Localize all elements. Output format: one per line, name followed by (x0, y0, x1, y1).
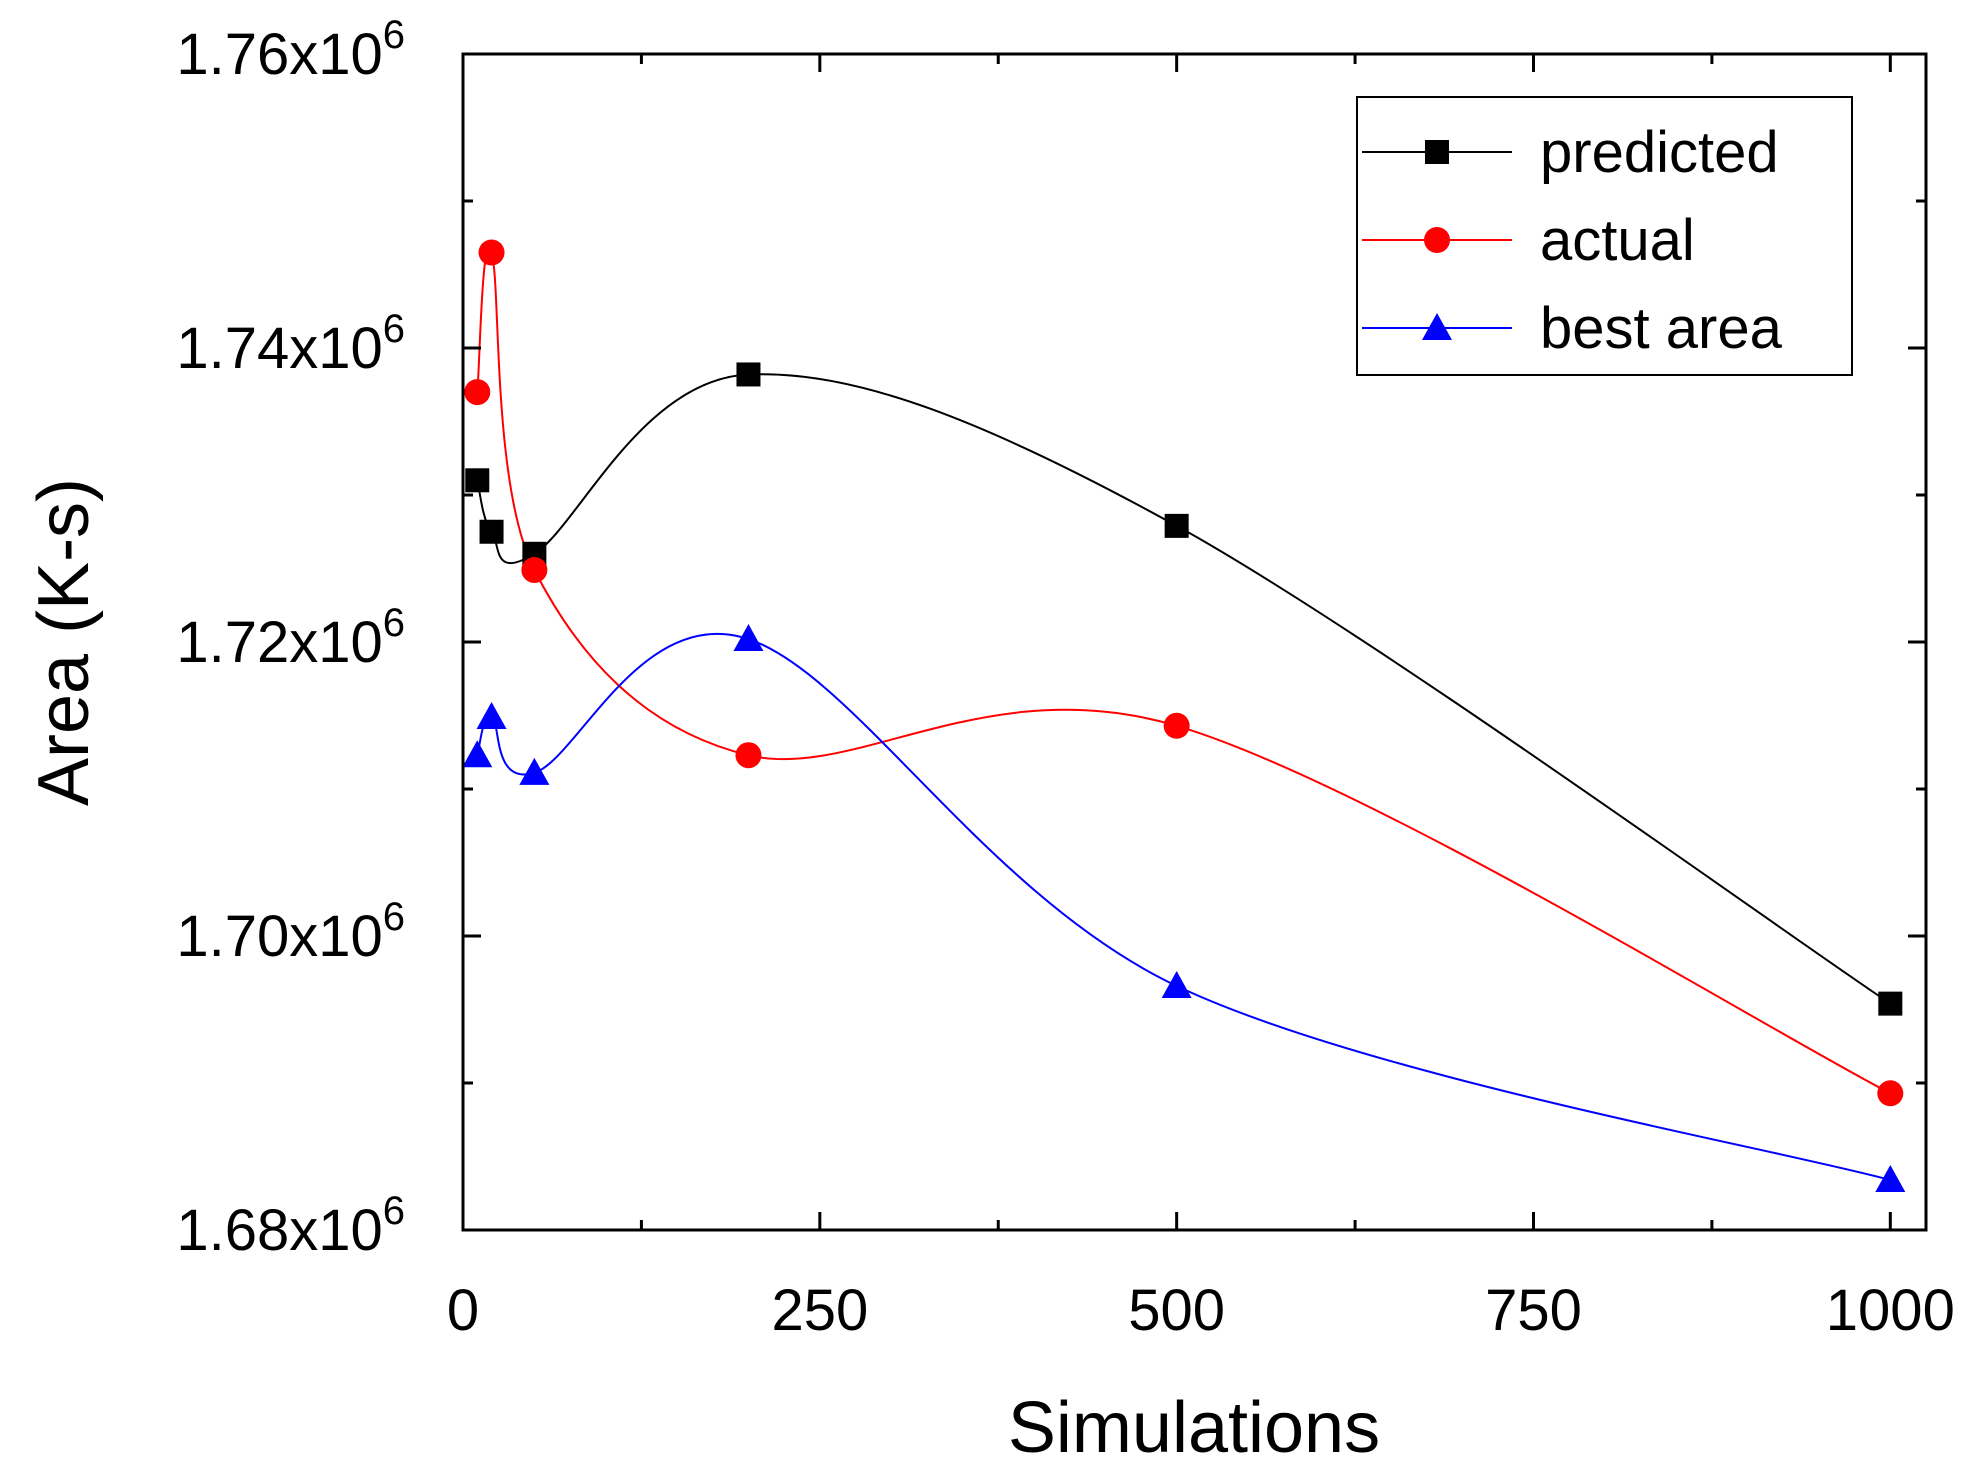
legend-label: predicted (1540, 120, 1779, 185)
data-point-series-2 (735, 742, 762, 769)
data-point-series-2 (1163, 712, 1190, 739)
x-tick-label: 1000 (1826, 1278, 1955, 1343)
data-point-series-3 (462, 740, 493, 768)
x-tick-label: 0 (447, 1278, 479, 1343)
x-tick-label: 500 (1128, 1278, 1225, 1343)
y-tick-label: 1.72x106 (176, 601, 405, 675)
legend-label: best area (1540, 296, 1783, 361)
data-point-series-3 (1161, 970, 1192, 998)
x-tick-label: 250 (771, 1278, 868, 1343)
legend: predicted actual best area (1356, 96, 1853, 376)
data-point-series-1 (479, 519, 504, 544)
series-line-3 (476, 632, 1891, 1181)
data-point-series-3 (519, 757, 550, 785)
data-point-series-3 (476, 701, 507, 729)
legend-marker (1425, 140, 1449, 164)
y-axis: 1.68x106 1.70x106 1.72x106 1.74x106 1.76x106 (176, 13, 1926, 1263)
y-tick-label: 1.74x106 (176, 307, 405, 381)
data-point-series-1 (1878, 991, 1903, 1016)
x-axis-label: Simulations (1008, 1388, 1380, 1468)
data-point-series-1 (465, 468, 490, 493)
data-point-series-2 (521, 556, 548, 583)
y-tick-label: 1.76x106 (176, 13, 405, 87)
series-line-1 (476, 373, 1891, 1005)
data-point-series-1 (736, 362, 761, 387)
legend-marker (1422, 313, 1452, 340)
legend-marker (1424, 227, 1450, 253)
data-point-series-1 (1164, 513, 1189, 538)
data-point-series-2 (1877, 1080, 1904, 1107)
data-point-series-3 (733, 624, 764, 652)
series-markers (462, 239, 1906, 1193)
x-tick-label: 750 (1485, 1278, 1582, 1343)
data-point-series-2 (464, 379, 491, 406)
series-curves (476, 247, 1891, 1181)
y-axis-label: Area (K-s) (24, 478, 104, 806)
x-axis: 0 250 500 750 1000 (447, 54, 1955, 1343)
y-tick-label: 1.70x106 (176, 895, 405, 969)
legend-label: actual (1540, 208, 1695, 273)
y-tick-label: 1.68x106 (176, 1189, 405, 1263)
data-point-series-2 (478, 239, 505, 266)
data-point-series-3 (1875, 1165, 1906, 1193)
